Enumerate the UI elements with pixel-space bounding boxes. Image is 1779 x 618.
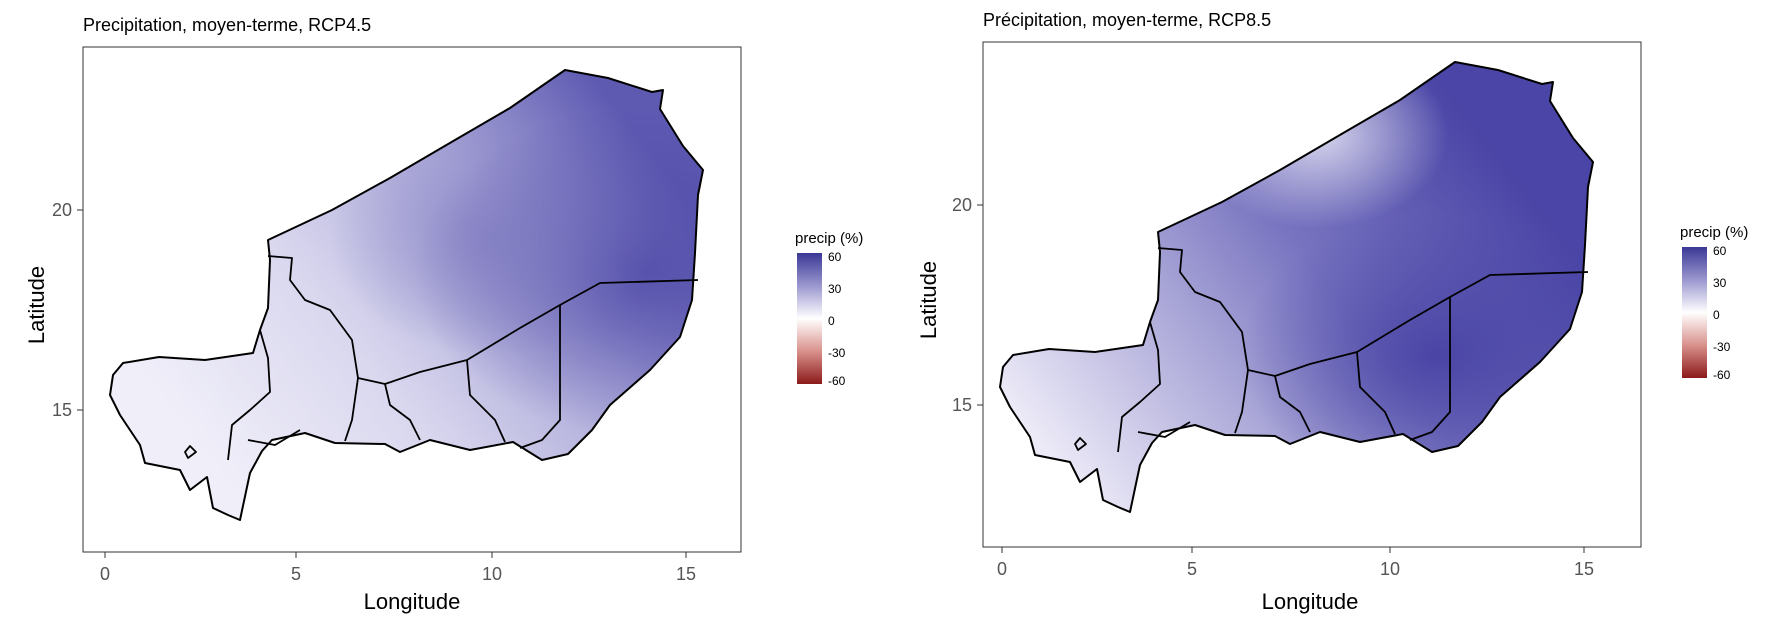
legend-tick: 60 <box>828 250 842 264</box>
y-axis: 15 20 Latitude <box>916 195 983 415</box>
x-tick-label: 15 <box>676 564 696 584</box>
map-title: Precipitation, moyen-terme, RCP4.5 <box>83 15 371 35</box>
country-outline <box>109 69 704 521</box>
x-tick-label: 10 <box>482 564 502 584</box>
legend-title: precip (%) <box>1680 224 1748 241</box>
x-tick-label: 10 <box>1380 559 1400 579</box>
x-tick-label: 5 <box>1187 559 1197 579</box>
y-axis-title: Latitude <box>24 266 49 344</box>
legend: precip (%) 60 30 0 -30 -60 <box>795 230 863 388</box>
map-panel-rcp45: Precipitation, moyen-terme, RCP4.5 <box>24 15 863 614</box>
legend: precip (%) 60 30 0 -30 -60 <box>1680 224 1748 382</box>
legend-tick: 0 <box>828 314 835 328</box>
x-tick-label: 15 <box>1574 559 1594 579</box>
map-panel-rcp85: Précipitation, moyen-terme, RCP8.5 <box>890 0 1779 618</box>
y-axis: 15 20 Latitude <box>24 200 83 420</box>
region-borders <box>1074 247 1589 453</box>
map-title: Précipitation, moyen-terme, RCP8.5 <box>983 10 1271 30</box>
legend-colorbar <box>797 253 822 384</box>
y-tick-label: 15 <box>952 395 972 415</box>
precip-field <box>110 70 703 520</box>
legend-colorbar <box>1682 247 1707 378</box>
y-axis-title: Latitude <box>916 261 941 339</box>
plot-frame <box>982 41 1642 548</box>
legend-title: precip (%) <box>795 230 863 247</box>
map-figure: Précipitation, moyen-terme, RCP8.5 <box>916 10 1748 614</box>
legend-tick: -30 <box>1713 340 1731 354</box>
legend-tick: 0 <box>1713 308 1720 322</box>
y-tick-label: 20 <box>952 195 972 215</box>
y-tick-label: 20 <box>52 200 72 220</box>
x-axis-title: Longitude <box>1262 589 1359 614</box>
plot-frame <box>82 46 742 553</box>
x-axis: 0 5 10 15 Longitude <box>100 552 696 614</box>
legend-tick: -60 <box>828 374 846 388</box>
legend-tick: 30 <box>828 282 842 296</box>
map-figure: Precipitation, moyen-terme, RCP4.5 <box>24 15 863 614</box>
legend-tick: 60 <box>1713 244 1727 258</box>
x-axis: 0 5 10 15 Longitude <box>997 547 1594 614</box>
country-outline <box>999 61 1594 513</box>
legend-tick: -60 <box>1713 368 1731 382</box>
x-axis-title: Longitude <box>364 589 461 614</box>
x-tick-label: 0 <box>997 559 1007 579</box>
x-tick-label: 0 <box>100 564 110 584</box>
x-tick-label: 5 <box>291 564 301 584</box>
legend-tick: 30 <box>1713 276 1727 290</box>
y-tick-label: 15 <box>52 400 72 420</box>
region-borders <box>184 255 699 461</box>
legend-tick: -30 <box>828 346 846 360</box>
